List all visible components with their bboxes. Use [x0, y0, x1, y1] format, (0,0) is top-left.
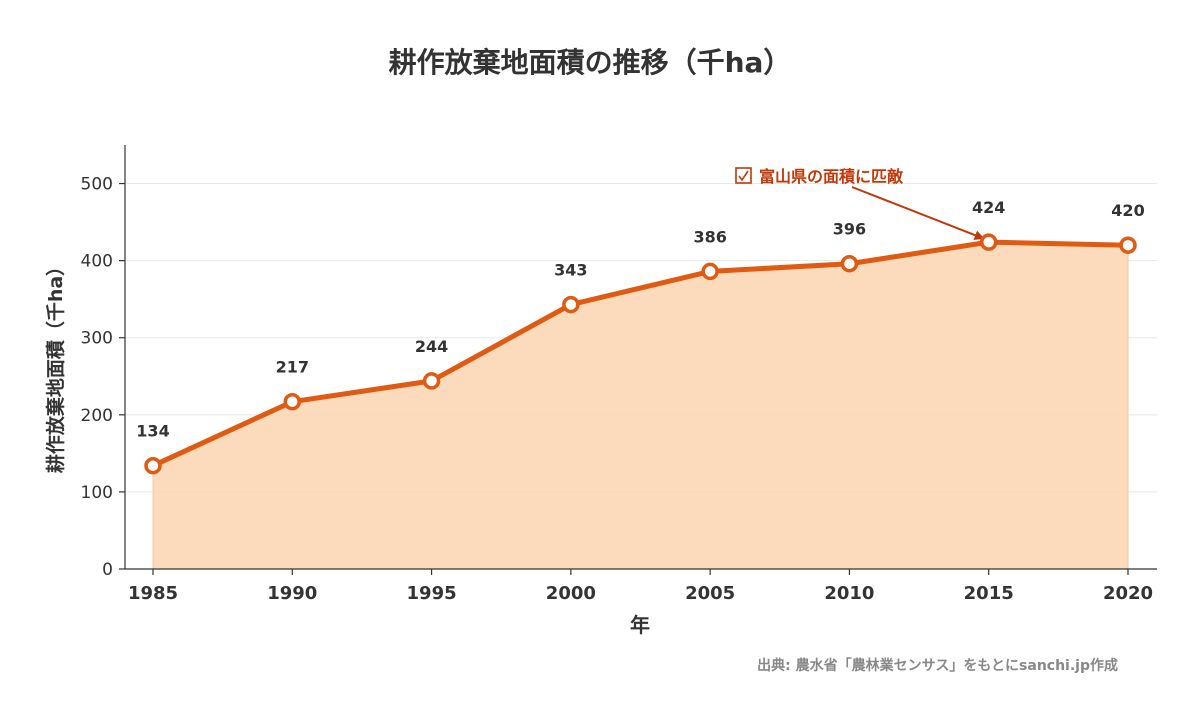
- data-point: [422, 372, 441, 390]
- x-tick-label: 1995: [407, 583, 457, 604]
- x-tick-label: 2005: [685, 583, 735, 604]
- annotation: 富山県の面積に匹敵: [735, 167, 985, 240]
- data-point: [283, 392, 302, 411]
- data-label: 134: [136, 422, 169, 441]
- y-tick-label: 500: [81, 175, 113, 195]
- data-point: [701, 262, 719, 281]
- y-axis-label: 耕作放棄地面積（千ha）: [44, 257, 67, 473]
- data-point: [979, 233, 998, 251]
- data-label: 424: [972, 198, 1005, 217]
- series-line: [150, 239, 1131, 469]
- data-label: 343: [554, 261, 587, 280]
- annotation-arrow: [851, 186, 985, 240]
- y-tick-label: 400: [81, 252, 113, 272]
- data-markers: [144, 233, 1137, 475]
- x-tick-label: 2010: [824, 583, 874, 604]
- data-label: 386: [693, 227, 726, 246]
- data-point: [562, 295, 580, 314]
- data-point: [1119, 236, 1137, 254]
- data-label: 396: [833, 220, 866, 239]
- tick-labels: 0 100 200 300 400 500 1985 1990 1995 2000 2005 2010…: [81, 175, 1154, 604]
- data-label: 420: [1111, 201, 1144, 220]
- y-tick-label: 300: [81, 329, 113, 349]
- y-tick-label: 200: [81, 406, 113, 426]
- source-note: 出典: 農水省「農林業センサス」をもとにsanchi.jp作成: [757, 657, 1118, 674]
- checkmark-icon: [738, 170, 749, 182]
- annotation-text: 富山県の面積に匹敵: [759, 167, 904, 186]
- data-label: 217: [276, 358, 309, 377]
- x-axis-label: 年: [630, 613, 650, 637]
- x-tick-label: 2020: [1103, 583, 1153, 604]
- data-point: [840, 254, 859, 273]
- x-tick-label: 2000: [546, 583, 596, 604]
- data-label: 244: [415, 337, 448, 356]
- checkbox-icon: [735, 167, 752, 184]
- y-tick-label: 100: [81, 483, 113, 503]
- x-tick-label: 1990: [267, 583, 317, 604]
- chart-title: 耕作放棄地面積の推移（千ha）: [389, 46, 792, 79]
- data-point: [144, 456, 162, 475]
- data-labels: 134 217 244 343 386 396 424 420: [136, 198, 1144, 441]
- y-tick-label: 0: [102, 560, 113, 580]
- x-tick-label: 2015: [964, 583, 1014, 604]
- series-line-layer: [150, 239, 1131, 469]
- axes: [119, 145, 1157, 575]
- x-tick-label: 1985: [128, 583, 178, 604]
